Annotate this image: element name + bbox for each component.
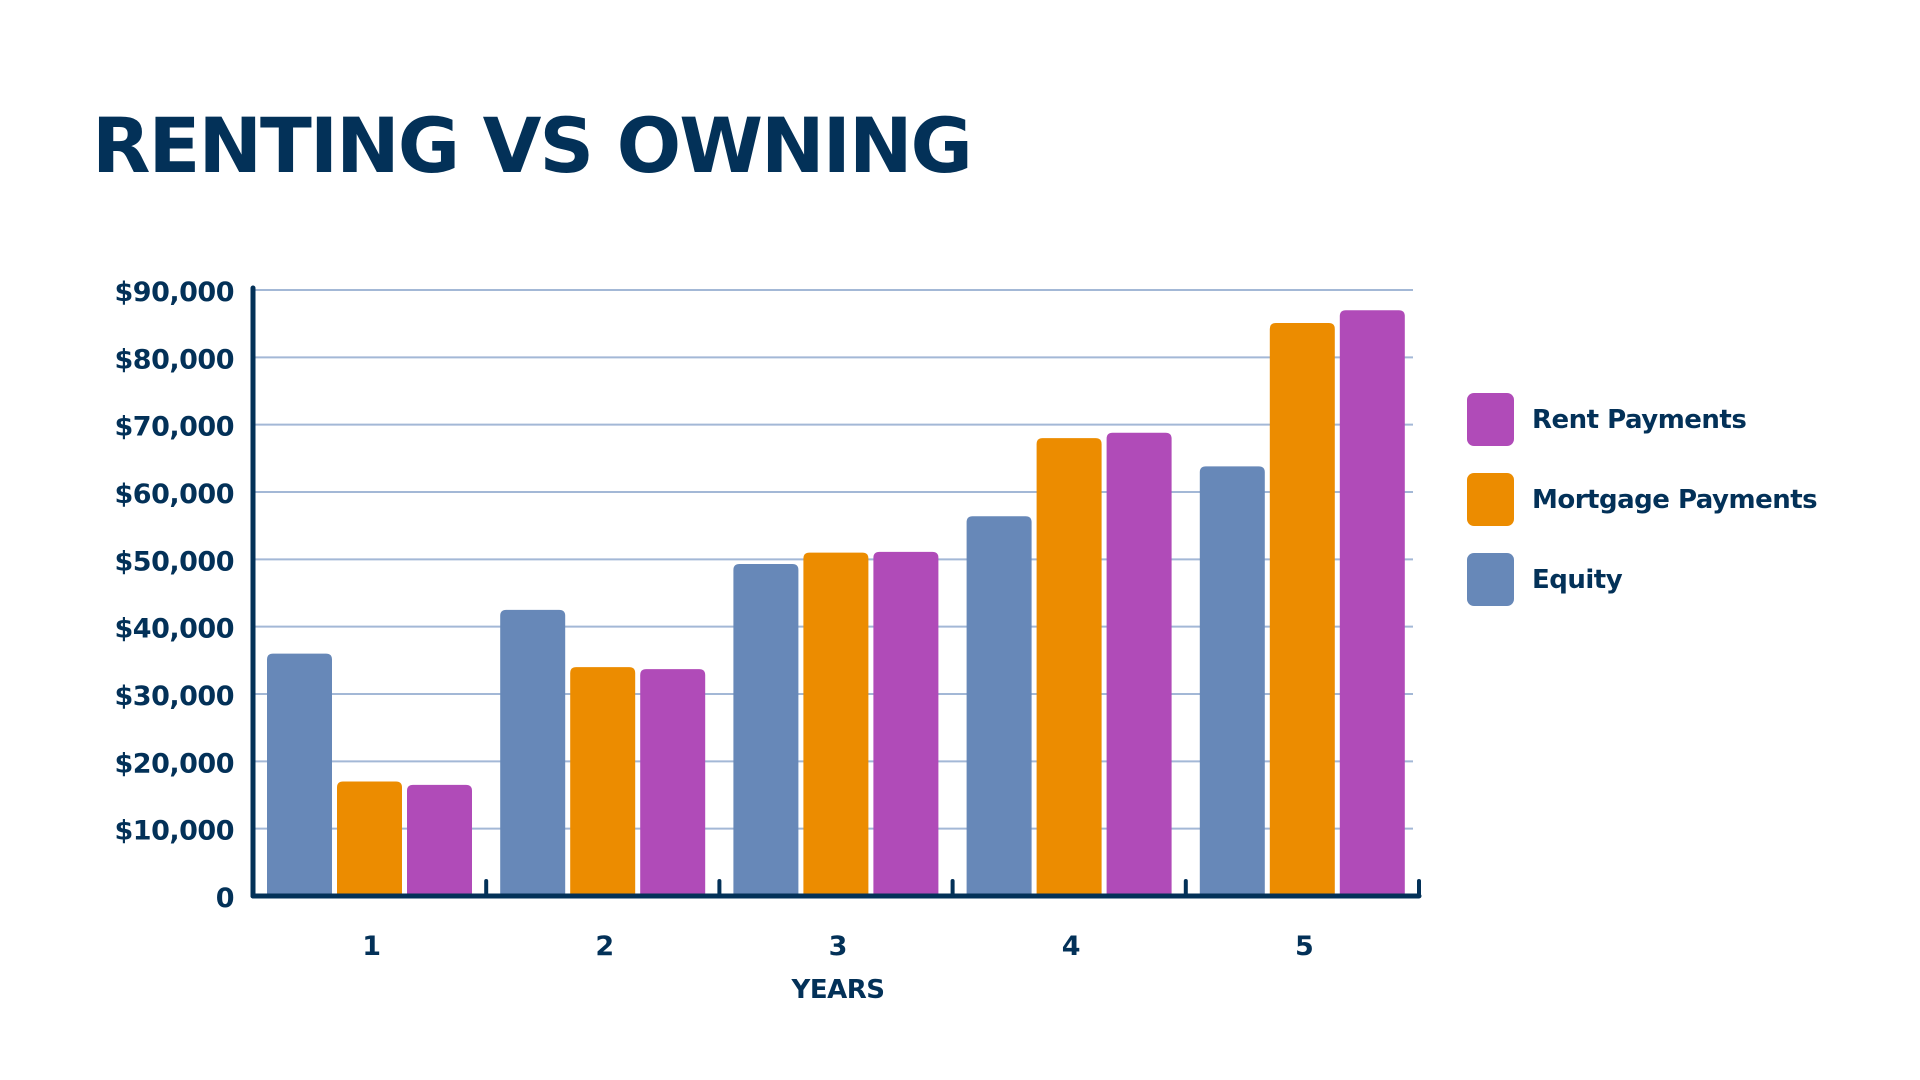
y-tick-label: $60,000 <box>115 479 234 510</box>
bar-rent-payments-year-3 <box>873 551 939 896</box>
chart-title: RENTING VS OWNING <box>92 101 973 190</box>
legend-item-rent-payments: Rent Payments <box>1467 393 1817 446</box>
y-tick-label: $90,000 <box>115 277 234 308</box>
x-tick-label: 2 <box>595 931 614 962</box>
legend-label: Equity <box>1532 564 1623 595</box>
bar-equity-year-2 <box>500 609 566 896</box>
legend-item-mortgage-payments: Mortgage Payments <box>1467 473 1818 526</box>
y-tick-label: $10,000 <box>115 816 234 847</box>
bar-equity-year-3 <box>733 564 799 896</box>
legend-swatch <box>1467 553 1514 606</box>
y-tick-label: $50,000 <box>115 546 234 577</box>
bar-mortgage-payments-year-1 <box>337 781 402 896</box>
legend-swatch <box>1467 393 1514 446</box>
x-axis-title: YEARS <box>791 975 885 1005</box>
bar-rent-payments-year-4 <box>1106 432 1172 896</box>
x-tick-label: 5 <box>1295 931 1314 962</box>
y-tick-label: $30,000 <box>115 681 234 712</box>
legend-swatch <box>1467 473 1514 526</box>
axes <box>250 285 1422 899</box>
bar-equity-year-4 <box>966 516 1032 896</box>
bar-rent-payments-year-5 <box>1339 310 1405 896</box>
legend: Rent Payments Mortgage Payments Equity <box>1467 393 1818 633</box>
bar-equity-year-5 <box>1199 466 1265 896</box>
bar-mortgage-payments-year-4 <box>1036 438 1102 896</box>
legend-item-equity: Equity <box>1467 553 1817 606</box>
x-tick-labels: 1 2 3 4 5 <box>362 931 1314 962</box>
y-tick-label: $40,000 <box>115 614 234 645</box>
x-tick-label: 3 <box>829 931 848 962</box>
bar-rent-payments-year-2 <box>640 669 706 896</box>
y-tick-label: $80,000 <box>115 344 234 375</box>
y-tick-label: $20,000 <box>115 748 234 779</box>
x-tick-label: 1 <box>362 931 381 962</box>
y-tick-label: 0 <box>216 883 234 914</box>
y-tick-labels: 0 $10,000 $20,000 $30,000 $40,000 $50,000 $60,… <box>115 277 235 914</box>
legend-label: Mortgage Payments <box>1532 484 1818 515</box>
y-tick-label: $70,000 <box>115 412 234 443</box>
bar-rent-payments-year-1 <box>407 784 472 896</box>
bar-mortgage-payments-year-2 <box>570 667 636 896</box>
legend-label: Rent Payments <box>1532 404 1747 435</box>
x-tick-label: 4 <box>1062 931 1081 962</box>
bar-mortgage-payments-year-3 <box>803 552 869 896</box>
bars <box>267 310 1405 896</box>
bar-mortgage-payments-year-5 <box>1269 322 1335 896</box>
bar-equity-year-1 <box>267 653 332 896</box>
